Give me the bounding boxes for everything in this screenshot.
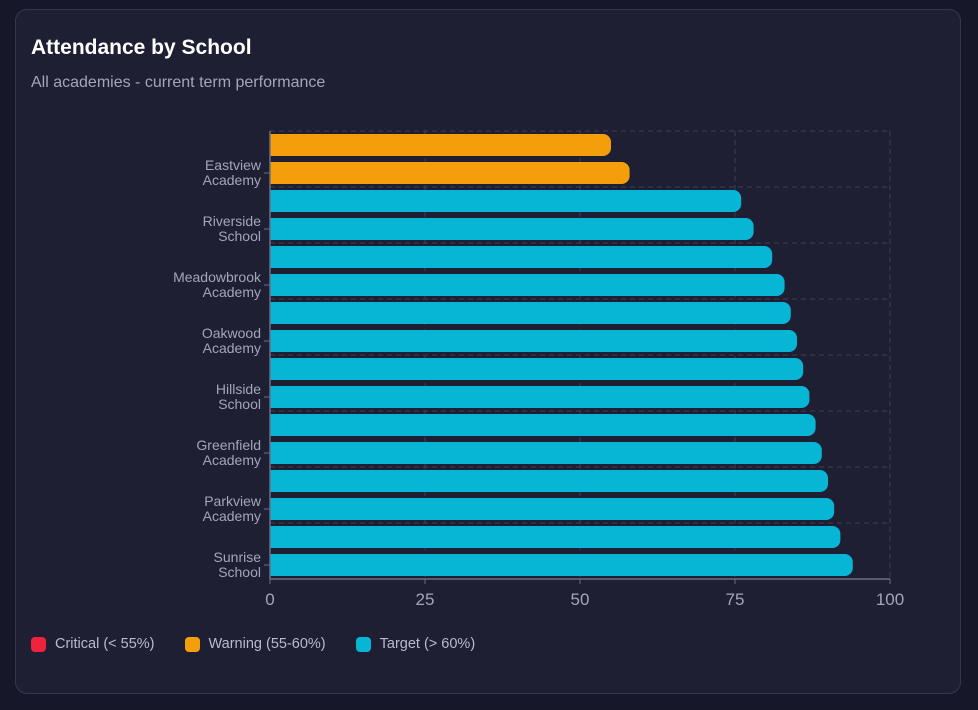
y-tick-label: Greenfield Academy: [196, 437, 261, 468]
legend-item-warning[interactable]: Warning (55-60%): [184, 636, 326, 652]
bar-6: [270, 274, 785, 296]
y-tick-label: Riverside School: [203, 213, 262, 244]
bar-14: [270, 498, 835, 520]
critical-swatch: [31, 636, 46, 652]
warning-swatch: [184, 636, 200, 652]
legend: Critical (< 55%) Warning (55-60%) Target…: [31, 636, 475, 652]
bar-4: [270, 218, 754, 240]
legend-item-target[interactable]: Target (> 60%): [355, 636, 476, 652]
y-tick-label: Sunrise School: [214, 549, 262, 580]
y-tick-label: Oakwood Academy: [202, 325, 261, 356]
bar-10: [270, 386, 810, 408]
bar-13: [270, 470, 828, 492]
bar-1: [270, 134, 611, 156]
x-tick-label: 75: [726, 590, 745, 609]
x-tick-label: 0: [265, 590, 274, 609]
x-tick-label: 50: [571, 590, 590, 609]
bar-12: [270, 442, 822, 464]
legend-label: Target (> 60%): [379, 636, 476, 652]
y-tick-label: Parkview Academy: [203, 493, 262, 524]
bar-2: [270, 162, 630, 184]
legend-label: Critical (< 55%): [55, 636, 155, 652]
bar-8: [270, 330, 797, 352]
chart-title: Attendance by School: [31, 36, 252, 59]
y-tick-label: Eastview Academy: [203, 157, 262, 188]
x-tick-label: 100: [876, 590, 904, 609]
y-tick-label: Hillside School: [216, 381, 261, 412]
bar-15: [270, 526, 841, 548]
bar-16: [270, 554, 853, 576]
bar-5: [270, 246, 773, 268]
bar-9: [270, 358, 804, 380]
legend-item-critical[interactable]: Critical (< 55%): [31, 636, 155, 652]
x-tick-label: 25: [416, 590, 435, 609]
bar-11: [270, 414, 816, 436]
target-swatch: [355, 636, 371, 652]
y-tick-label: Meadowbrook Academy: [173, 269, 262, 300]
legend-label: Warning (55-60%): [208, 636, 326, 652]
bar-3: [270, 190, 742, 212]
chart-subtitle: All academies - current term performance: [31, 74, 326, 91]
bar-7: [270, 302, 791, 324]
